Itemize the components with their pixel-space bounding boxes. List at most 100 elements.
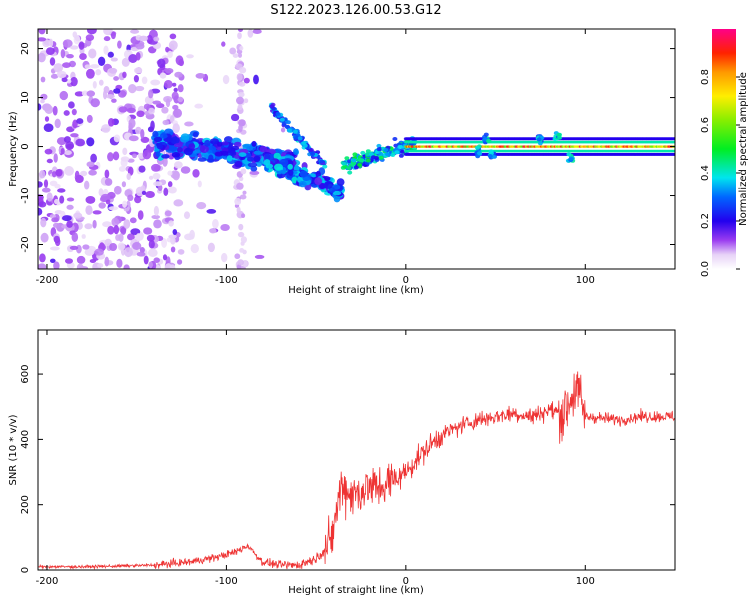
spectrogram-cell [71, 232, 79, 242]
spectrogram-cell [237, 104, 243, 111]
spectrogram-cell [113, 224, 120, 235]
spectrogram-cell [253, 150, 263, 155]
spectrogram-cell [364, 152, 370, 157]
spectrogram-cell [352, 152, 358, 157]
spectrogram-cell [122, 71, 127, 79]
spectrogram-cell [74, 170, 80, 180]
spectrogram-cell [342, 164, 348, 169]
spectrogram-cell [188, 143, 196, 150]
spectrogram-cell [43, 123, 54, 133]
spectrogram-cell [164, 68, 174, 74]
spectrogram-cell [236, 206, 241, 214]
spectrogram-cell [133, 74, 139, 83]
spectrogram-cell [287, 128, 292, 133]
spectrogram-cell [336, 178, 345, 186]
spectrogram-cell [66, 197, 75, 202]
spectrogram-cell [64, 258, 74, 264]
spectrogram-cell [104, 256, 110, 267]
spectrogram-cell [113, 185, 122, 195]
spectrogram-cell [84, 64, 91, 69]
spectrogram-cell [488, 149, 494, 154]
spectrogram-cell [73, 212, 83, 219]
spectrogram-cell [107, 152, 114, 162]
spectrogram-cell [127, 194, 134, 202]
spectrogram-cell [237, 32, 242, 40]
spectrogram-cell [274, 163, 283, 171]
spectrogram-cell [53, 235, 60, 244]
spectrogram-cell [45, 47, 55, 55]
spectrogram-cell [370, 155, 376, 160]
spectrogram-cell [180, 166, 191, 174]
snr-frame [37, 329, 676, 571]
spectrogram-cell [89, 64, 100, 69]
spectrogram-cell [293, 148, 299, 155]
spectrogram-cell [118, 166, 126, 172]
spectrogram-cell [60, 148, 65, 155]
spectrogram-cell [61, 77, 68, 83]
spectrogram-cell [237, 231, 245, 238]
spectrogram-cell [97, 56, 106, 66]
spectrogram-cell [86, 90, 96, 97]
spectrogram-cell [162, 254, 168, 261]
spectrogram-cell [672, 152, 675, 156]
spectrogram-cell [246, 156, 255, 162]
spectrogram-cell [52, 105, 58, 116]
spectrogram-cell [220, 141, 230, 146]
spectrogram-cell [128, 118, 136, 129]
x-tick-label: 0 [403, 576, 409, 587]
spectrogram-cell [90, 153, 97, 163]
spectrogram-cell [323, 181, 333, 189]
spectrogram-cell [263, 159, 271, 166]
y-tick-label: 10 [20, 91, 31, 104]
spectrogram-cell [46, 158, 53, 164]
spectrogram-cell [128, 135, 139, 142]
spectrogram-cell [104, 169, 110, 179]
spectrogram-cell [301, 141, 307, 145]
y-tick-label: 20 [20, 42, 31, 55]
spectrogram-cell [243, 77, 250, 84]
spectrogram-cell [138, 165, 146, 173]
spectrogram-cell [157, 58, 166, 69]
spectrogram-cell [63, 136, 71, 143]
spectrogram-cell [209, 138, 220, 145]
spectrogram-cell [237, 52, 243, 58]
colorbar-gradient [712, 29, 736, 269]
spectrogram-cell [122, 147, 128, 156]
spectrogram-cell [98, 188, 104, 197]
colorbar-tick-label: 0.4 [700, 165, 711, 181]
spectrogram-cell [102, 221, 112, 228]
spectrogram-cell [238, 152, 247, 157]
spectrogram-cell [136, 110, 145, 118]
spectrogram-cell [483, 132, 489, 137]
spectrogram-cell [177, 259, 183, 265]
spectrogram-ylabel: Frequency (Hz) [8, 111, 19, 187]
spectrogram-cell [88, 48, 97, 59]
spectrogram-cell [103, 29, 113, 36]
spectrogram-cell [82, 244, 90, 250]
spectrogram-cell [108, 67, 118, 74]
spectrogram-cell [53, 261, 60, 269]
spectrogram-cell [153, 205, 159, 216]
spectrogram-cell [162, 156, 168, 167]
spectrogram-cell [69, 45, 79, 50]
spectrogram-cell [64, 150, 72, 156]
spectrogram-cell [171, 152, 181, 158]
spectrogram-cell [163, 187, 169, 196]
spectrogram-cell [70, 133, 79, 138]
spectrogram-cell [194, 103, 204, 109]
spectrogram-cell [230, 113, 240, 122]
spectrogram-cell [127, 158, 135, 163]
spectrogram-cell [220, 150, 229, 156]
spectrogram-cell [57, 188, 66, 193]
spectrogram-cell [173, 87, 178, 93]
spectrogram-cell [234, 197, 242, 206]
spectrogram-cell [183, 147, 193, 156]
spectrogram-cell [168, 220, 174, 227]
spectrogram-cell [474, 145, 480, 150]
spectrogram-cell [151, 163, 161, 172]
spectrogram-cell [239, 248, 245, 253]
spectrogram-cell [384, 152, 390, 157]
